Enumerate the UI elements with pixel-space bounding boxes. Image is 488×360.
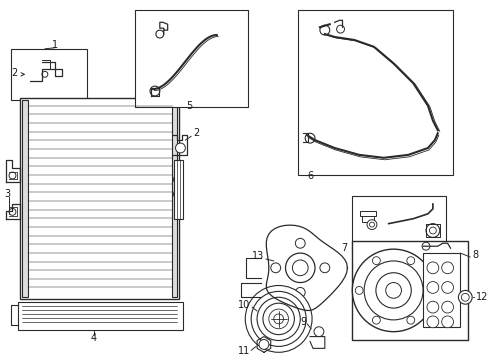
Circle shape <box>441 262 452 274</box>
Circle shape <box>292 260 307 276</box>
Bar <box>11 49 87 100</box>
Bar <box>362 214 373 222</box>
Circle shape <box>426 262 438 274</box>
Text: 13: 13 <box>251 251 264 261</box>
Circle shape <box>270 263 280 273</box>
Text: 1: 1 <box>52 40 58 50</box>
Circle shape <box>372 316 380 324</box>
Circle shape <box>366 220 376 230</box>
Circle shape <box>385 283 401 298</box>
Circle shape <box>375 273 410 308</box>
Bar <box>422 253 459 327</box>
Circle shape <box>426 301 438 313</box>
Text: 12: 12 <box>475 292 488 302</box>
Circle shape <box>423 287 431 294</box>
Circle shape <box>305 133 314 143</box>
Bar <box>171 100 177 297</box>
Circle shape <box>336 25 344 33</box>
Circle shape <box>156 30 163 38</box>
Bar <box>20 98 179 299</box>
Circle shape <box>268 309 288 329</box>
Text: 9: 9 <box>300 317 305 327</box>
Bar <box>22 100 28 297</box>
Circle shape <box>406 316 414 324</box>
Circle shape <box>173 189 183 199</box>
Circle shape <box>9 208 16 215</box>
Circle shape <box>428 227 435 234</box>
Circle shape <box>406 257 414 265</box>
Circle shape <box>441 316 452 328</box>
Text: 7: 7 <box>341 243 347 253</box>
Circle shape <box>173 175 183 184</box>
Bar <box>298 10 451 175</box>
Circle shape <box>421 242 429 250</box>
Bar <box>19 302 183 330</box>
Circle shape <box>364 261 422 320</box>
Circle shape <box>295 288 305 297</box>
Circle shape <box>295 238 305 248</box>
Circle shape <box>285 253 314 283</box>
Text: 2: 2 <box>193 128 199 138</box>
Circle shape <box>263 303 294 334</box>
Circle shape <box>150 86 160 96</box>
Circle shape <box>42 71 48 77</box>
Bar <box>173 160 183 219</box>
Circle shape <box>257 297 300 341</box>
Text: 11: 11 <box>238 346 250 356</box>
Text: 4: 4 <box>91 333 97 343</box>
Text: 6: 6 <box>306 171 312 181</box>
Circle shape <box>441 282 452 293</box>
Bar <box>352 196 445 252</box>
Circle shape <box>426 282 438 293</box>
Circle shape <box>175 143 185 153</box>
Text: 8: 8 <box>471 250 477 260</box>
Bar <box>352 241 468 339</box>
Circle shape <box>313 327 323 337</box>
Circle shape <box>251 291 305 346</box>
Circle shape <box>273 314 283 324</box>
Text: 2: 2 <box>11 68 18 78</box>
Circle shape <box>245 285 311 352</box>
Circle shape <box>319 263 329 273</box>
Bar <box>360 211 375 216</box>
Circle shape <box>460 293 468 301</box>
Circle shape <box>372 257 380 265</box>
Circle shape <box>425 224 439 237</box>
Circle shape <box>426 316 438 328</box>
Circle shape <box>259 339 268 349</box>
Circle shape <box>9 172 16 179</box>
Circle shape <box>457 291 471 304</box>
Circle shape <box>319 25 329 35</box>
Bar <box>135 10 248 107</box>
Circle shape <box>352 249 434 332</box>
Text: 10: 10 <box>238 300 250 310</box>
Circle shape <box>355 287 363 294</box>
Text: 5: 5 <box>186 101 192 111</box>
Circle shape <box>369 222 374 227</box>
Text: 3: 3 <box>4 189 11 199</box>
Circle shape <box>441 301 452 313</box>
